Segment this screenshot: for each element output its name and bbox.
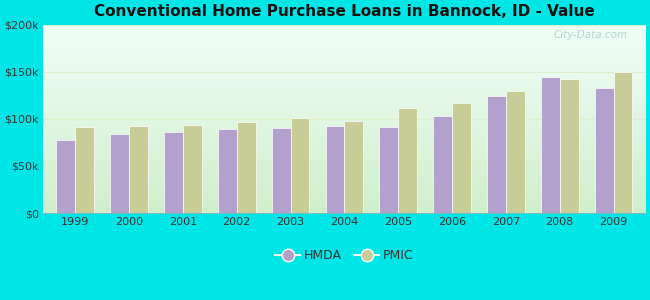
Bar — [272, 128, 291, 213]
Text: City-Data.com: City-Data.com — [554, 30, 628, 40]
Bar — [541, 77, 560, 213]
Bar — [452, 103, 471, 213]
Bar — [433, 116, 452, 213]
Bar — [218, 129, 237, 213]
Legend: HMDA, PMIC: HMDA, PMIC — [270, 244, 419, 267]
Bar — [129, 126, 148, 213]
Bar — [506, 91, 525, 213]
Bar — [75, 127, 94, 213]
Bar — [398, 109, 417, 213]
Bar — [614, 72, 632, 213]
Title: Conventional Home Purchase Loans in Bannock, ID - Value: Conventional Home Purchase Loans in Bann… — [94, 4, 595, 19]
Bar — [291, 118, 309, 213]
Bar — [344, 121, 363, 213]
Bar — [595, 88, 614, 213]
Bar — [326, 126, 344, 213]
Bar — [164, 132, 183, 213]
Bar — [57, 140, 75, 213]
Bar — [111, 134, 129, 213]
Bar — [487, 96, 506, 213]
Bar — [237, 122, 255, 213]
Bar — [560, 79, 578, 213]
Bar — [380, 127, 398, 213]
Bar — [183, 125, 202, 213]
